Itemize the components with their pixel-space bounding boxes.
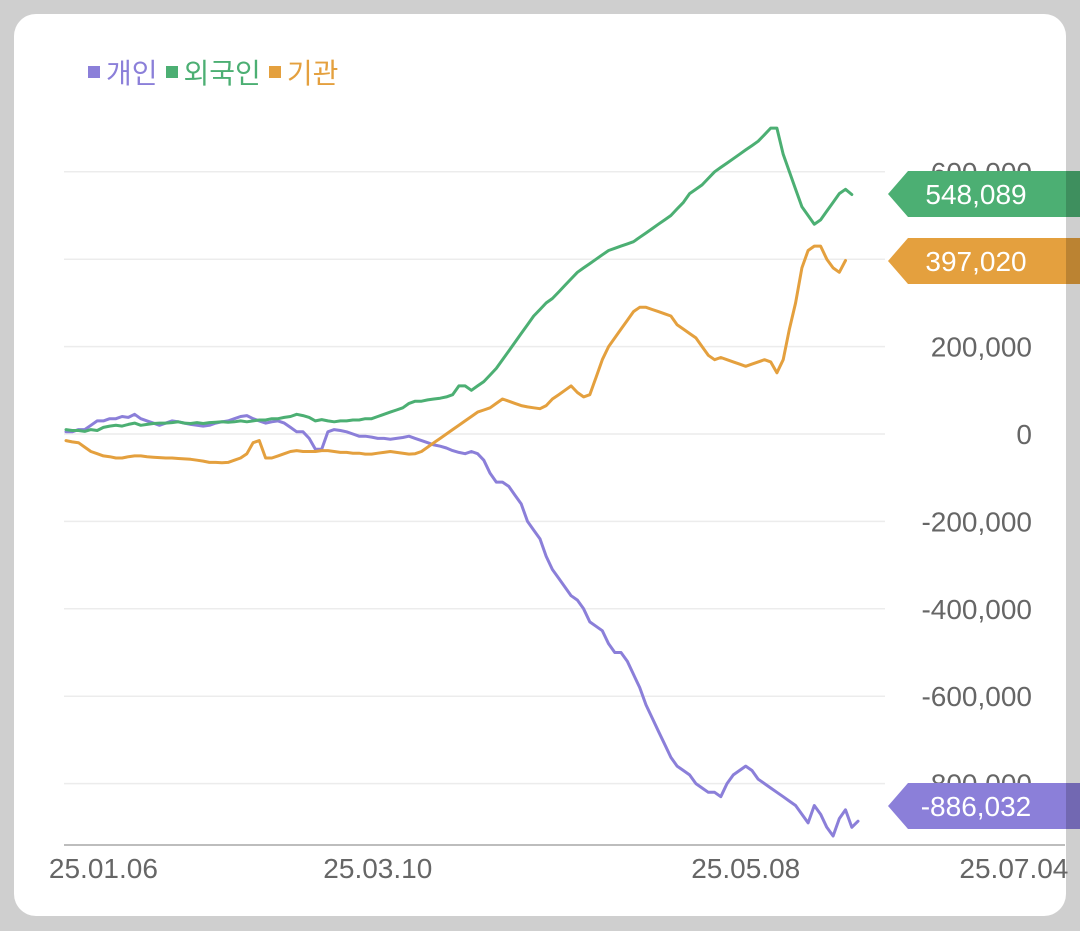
- chart-card: [14, 14, 1066, 916]
- end-value-tag-bg: [888, 171, 1080, 217]
- legend-label-foreign: 외국인: [183, 57, 261, 90]
- end-value-tag-bg: [888, 238, 1080, 284]
- y-tick-label: -200,000: [921, 506, 1032, 537]
- end-value-label-institution: 397,020: [925, 246, 1026, 277]
- end-value-tag-edge: [1066, 783, 1080, 829]
- x-tick-label: 25.05.08: [691, 853, 800, 884]
- y-tick-label: 200,000: [931, 332, 1032, 363]
- legend-label-institution: 기관: [286, 57, 339, 90]
- series-line-individual: [64, 412, 860, 838]
- legend-swatch-individual: [88, 66, 100, 78]
- y-tick-label: -600,000: [921, 681, 1032, 712]
- end-value-tag-edge: [1066, 238, 1080, 284]
- x-tick-label: 25.03.10: [323, 853, 432, 884]
- series-line-institution: [64, 244, 847, 465]
- end-value-tag-edge: [1066, 171, 1080, 217]
- end-value-label-foreign: 548,089: [925, 179, 1026, 210]
- end-value-tag-institution: 397,020: [888, 238, 1080, 284]
- chart-legend: 개인 외국인 기관: [88, 52, 338, 92]
- end-value-tag-bg: [888, 783, 1080, 829]
- x-tick-label: 25.07.04: [959, 853, 1068, 884]
- end-value-label-individual: -886,032: [921, 791, 1032, 822]
- y-tick-label: 0: [1016, 419, 1032, 450]
- end-value-tag-foreign: 548,089: [888, 171, 1080, 217]
- end-value-tag-individual: -886,032: [888, 783, 1080, 829]
- legend-item-individual[interactable]: 개인: [88, 52, 158, 92]
- legend-swatch-institution: [268, 66, 281, 78]
- legend-label-individual: 개인: [106, 57, 158, 90]
- legend-item-institution[interactable]: 기관: [268, 52, 339, 92]
- y-tick-label: -400,000: [921, 594, 1032, 625]
- x-tick-label: 25.01.06: [49, 853, 158, 884]
- legend-swatch-foreign: [165, 66, 178, 78]
- legend-item-foreign[interactable]: 외국인: [165, 52, 261, 92]
- series-line-foreign: [64, 126, 854, 433]
